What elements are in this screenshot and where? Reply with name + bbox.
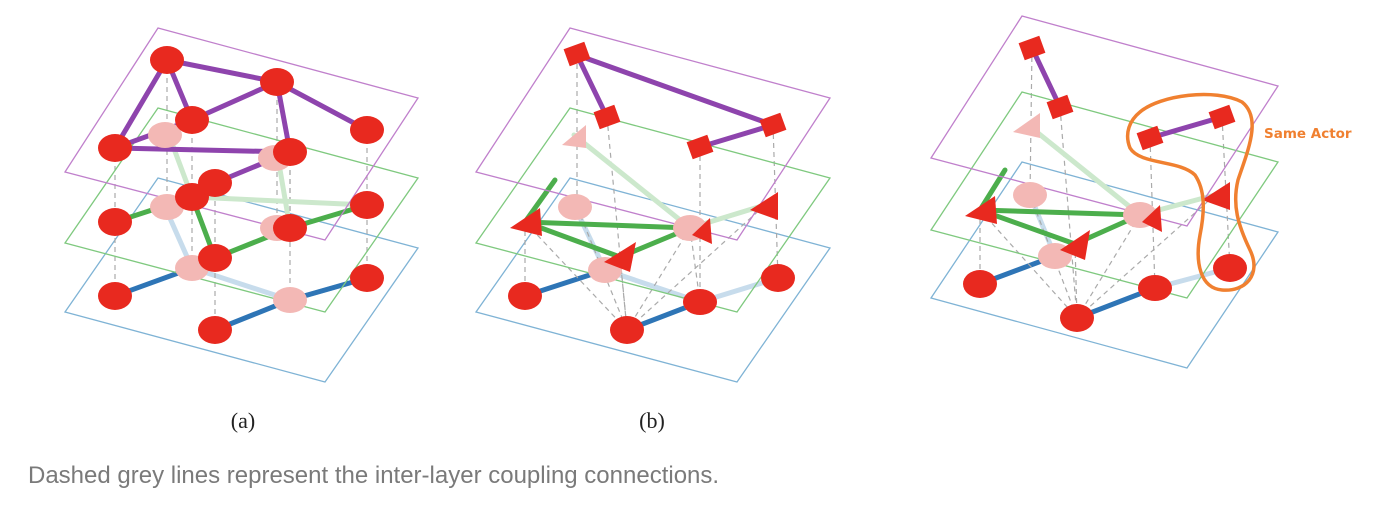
same-actor-outline (1125, 92, 1256, 292)
nodes (508, 41, 795, 344)
top-layer-plane (474, 27, 832, 241)
multilayer-network-figure: (a) (63, 15, 1352, 433)
panel-a: (a) (63, 27, 420, 433)
panel-b: (b) (474, 27, 832, 433)
top-layer-edges (112, 57, 370, 186)
panel-label-a: (a) (231, 408, 255, 433)
nodes (963, 35, 1247, 332)
top-layer-plane (929, 15, 1280, 227)
panel-c: Same Actor (929, 15, 1352, 369)
top-layer-edges (574, 52, 776, 150)
middle-layer-plane (474, 107, 832, 313)
middle-faint-edges (571, 132, 768, 231)
same-actor-label: Same Actor (1264, 126, 1352, 142)
panel-label-b: (b) (639, 408, 665, 433)
top-layer-edges (1029, 45, 1225, 141)
middle-layer-plane (929, 91, 1280, 299)
nodes (98, 46, 384, 344)
top-layer-plane (63, 27, 420, 241)
bottom-layer-edges (112, 265, 370, 333)
figure-caption: Dashed grey lines represent the inter-la… (28, 462, 720, 489)
